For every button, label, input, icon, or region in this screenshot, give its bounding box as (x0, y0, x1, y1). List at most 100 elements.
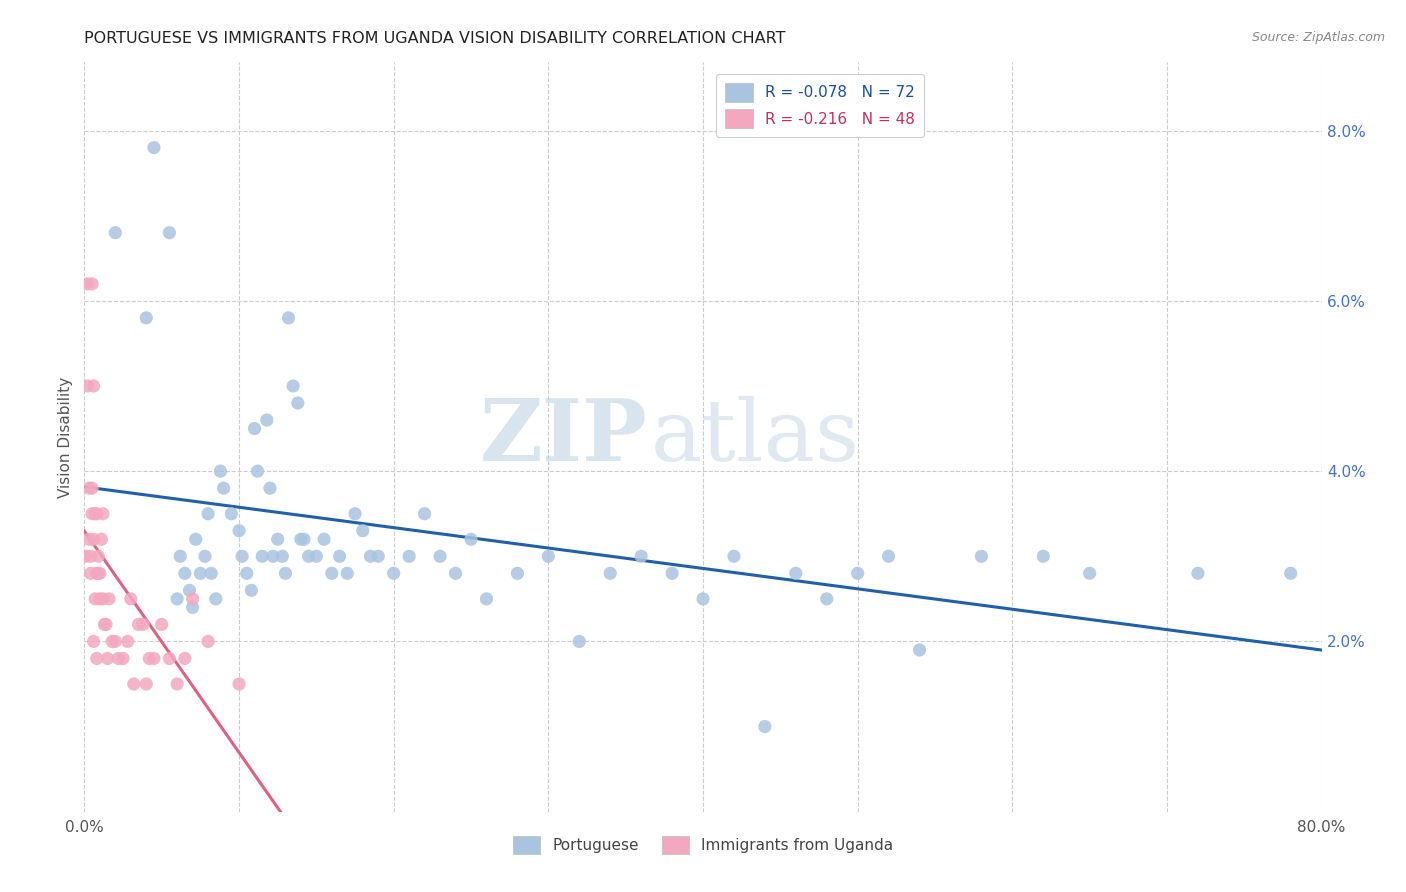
Point (413, 507, 436, 521)
Point (143, 140, 166, 154)
Point (150, 617, 173, 632)
Point (785, 566, 807, 581)
Point (290, 533, 312, 547)
Point (101, 634, 124, 648)
Point (277, 310, 299, 325)
Point (271, 549, 294, 564)
Point (104, 634, 127, 648)
Point (429, 549, 451, 564)
Point (970, 549, 993, 564)
Point (259, 481, 281, 495)
Point (86, 566, 108, 581)
Point (96, 651, 118, 665)
Point (166, 677, 188, 691)
Point (174, 651, 197, 665)
Point (846, 566, 869, 581)
Point (1078, 566, 1101, 581)
Point (138, 651, 160, 665)
Point (76, 379, 98, 393)
Point (475, 591, 498, 606)
Point (98, 591, 121, 606)
Point (91, 507, 114, 521)
Point (76, 277, 98, 291)
Point (281, 379, 305, 393)
Point (692, 591, 714, 606)
Point (460, 533, 482, 547)
Point (382, 566, 405, 581)
Point (352, 524, 374, 538)
Point (120, 591, 142, 606)
Point (1279, 566, 1302, 581)
Point (112, 651, 135, 665)
Point (205, 591, 228, 606)
Point (181, 591, 204, 606)
Point (219, 507, 242, 521)
Point (135, 310, 157, 325)
Point (256, 413, 278, 427)
Point (89, 566, 111, 581)
Point (360, 549, 382, 564)
Point (197, 634, 219, 648)
Point (75, 549, 97, 564)
Point (292, 533, 315, 547)
Point (398, 549, 420, 564)
Point (243, 421, 266, 435)
Point (90, 533, 112, 547)
Point (537, 549, 560, 564)
Point (79, 549, 101, 564)
Point (181, 600, 204, 615)
Point (83, 634, 105, 648)
Point (877, 549, 900, 564)
Point (328, 549, 352, 564)
Point (212, 481, 235, 495)
Text: Source: ZipAtlas.com: Source: ZipAtlas.com (1251, 31, 1385, 45)
Point (179, 583, 201, 598)
Point (262, 549, 284, 564)
Point (82, 481, 104, 495)
Point (127, 617, 149, 632)
Point (336, 566, 359, 581)
Point (444, 566, 467, 581)
Point (107, 651, 129, 665)
Point (228, 677, 250, 691)
Point (77, 481, 100, 495)
Point (599, 566, 621, 581)
Point (274, 566, 297, 581)
Point (79, 566, 101, 581)
Point (661, 566, 683, 581)
Point (200, 566, 222, 581)
Point (87, 549, 110, 564)
Point (321, 566, 343, 581)
Point (91, 591, 114, 606)
Point (209, 464, 232, 478)
Point (122, 677, 145, 691)
Point (343, 507, 366, 521)
Point (117, 634, 139, 648)
Point (287, 396, 309, 410)
Legend: Portuguese, Immigrants from Uganda: Portuguese, Immigrants from Uganda (506, 830, 900, 860)
Y-axis label: Vision Disability: Vision Disability (58, 376, 73, 498)
Point (1032, 549, 1054, 564)
Point (250, 549, 273, 564)
Point (568, 634, 591, 648)
Point (305, 549, 328, 564)
Point (506, 566, 529, 581)
Point (82, 277, 104, 291)
Point (754, 720, 776, 734)
Point (197, 507, 219, 521)
Point (132, 617, 155, 632)
Point (297, 549, 319, 564)
Point (174, 566, 197, 581)
Point (246, 464, 269, 478)
Point (86, 507, 108, 521)
Point (82, 507, 104, 521)
Point (630, 549, 652, 564)
Point (87, 566, 110, 581)
Point (169, 549, 191, 564)
Text: PORTUGUESE VS IMMIGRANTS FROM UGANDA VISION DISABILITY CORRELATION CHART: PORTUGUESE VS IMMIGRANTS FROM UGANDA VIS… (84, 31, 786, 46)
Point (143, 651, 166, 665)
Point (166, 591, 188, 606)
Point (104, 226, 127, 240)
Point (77, 533, 100, 547)
Point (367, 549, 389, 564)
